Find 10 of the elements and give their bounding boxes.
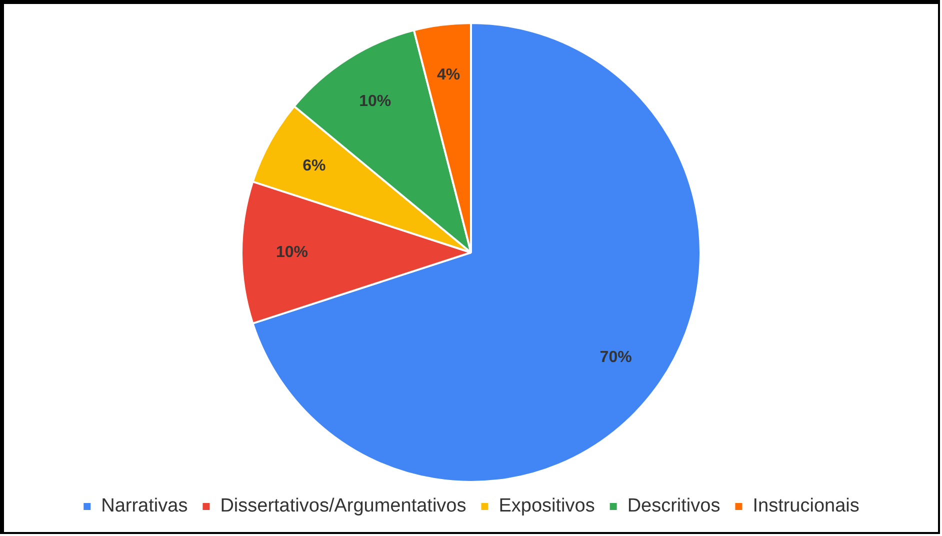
data-label: 10%	[359, 92, 392, 110]
legend-label: Instrucionais	[752, 496, 860, 517]
data-label: 70%	[600, 349, 632, 366]
legend-label: Dissertativos/Argumentativos	[220, 496, 466, 517]
data-label: 6%	[302, 158, 326, 175]
legend-label: Expositivos	[498, 496, 595, 517]
data-label: 4%	[437, 66, 460, 84]
legend-label: Narrativas	[101, 496, 188, 517]
data-label: 10%	[276, 244, 308, 261]
legend-label: Descritivos	[627, 496, 720, 517]
